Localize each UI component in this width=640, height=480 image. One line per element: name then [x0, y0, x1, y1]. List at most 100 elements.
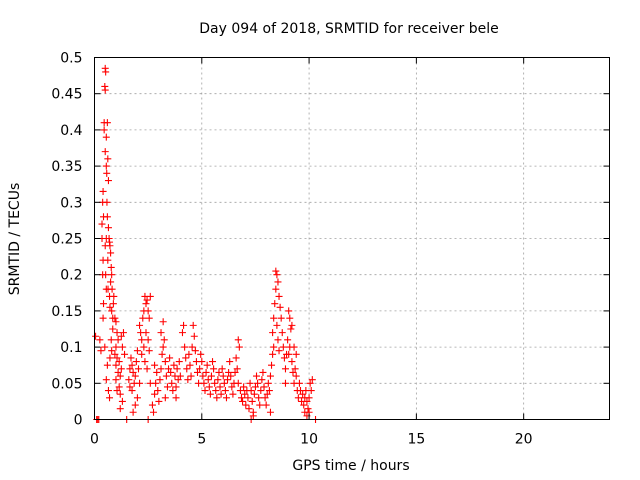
- data-point: [262, 401, 270, 409]
- data-point: [257, 387, 265, 395]
- data-point: [109, 300, 117, 308]
- data-point: [194, 368, 201, 376]
- data-point: [107, 249, 115, 257]
- data-point: [305, 394, 313, 402]
- data-point: [155, 397, 163, 405]
- data-point: [266, 372, 274, 380]
- data-point: [148, 401, 156, 409]
- data-point: [219, 372, 227, 380]
- x-tick-label: 20: [515, 432, 533, 448]
- data-point: [204, 376, 212, 384]
- data-point: [129, 408, 137, 416]
- data-point: [228, 383, 236, 391]
- data-point: [272, 285, 280, 293]
- data-points: [92, 64, 320, 423]
- data-point: [101, 343, 109, 351]
- data-point: [289, 368, 297, 376]
- data-point: [106, 354, 114, 362]
- data-point: [117, 332, 125, 340]
- data-point: [114, 368, 122, 376]
- data-point: [266, 408, 274, 416]
- y-tick-label: 0.45: [51, 87, 82, 103]
- data-point: [186, 361, 194, 369]
- data-point: [100, 126, 108, 134]
- data-point: [101, 148, 109, 156]
- data-point: [232, 354, 240, 362]
- data-point: [96, 336, 104, 344]
- data-point: [167, 368, 175, 376]
- data-point: [249, 412, 257, 420]
- data-point: [116, 390, 124, 398]
- data-point: [168, 379, 176, 387]
- data-point: [201, 387, 209, 395]
- data-point: [152, 379, 160, 387]
- data-point: [99, 314, 107, 322]
- data-point: [166, 354, 174, 362]
- y-tick-label: 0.1: [60, 340, 82, 356]
- data-point: [126, 383, 134, 391]
- data-point: [200, 379, 208, 387]
- y-axis-title: SRMTID / TECUs: [7, 183, 23, 296]
- data-point: [273, 321, 281, 329]
- x-tick-label: 10: [300, 432, 318, 448]
- data-point: [256, 401, 264, 409]
- data-point: [290, 343, 298, 351]
- data-point: [226, 358, 234, 366]
- data-point: [103, 213, 111, 221]
- data-point: [119, 329, 127, 337]
- data-point: [218, 365, 226, 373]
- data-point: [144, 307, 152, 315]
- data-point: [132, 358, 140, 366]
- data-point: [176, 372, 184, 380]
- data-point: [251, 383, 259, 391]
- data-point: [161, 394, 169, 402]
- data-point: [98, 220, 106, 228]
- data-point: [154, 387, 162, 395]
- data-point: [140, 343, 148, 351]
- data-point: [264, 379, 272, 387]
- data-point: [99, 187, 107, 195]
- y-tick-label: 0.4: [60, 123, 82, 139]
- data-point: [185, 350, 193, 358]
- data-point: [108, 347, 116, 355]
- data-point: [242, 401, 250, 409]
- data-point: [151, 390, 159, 398]
- data-point: [112, 361, 120, 369]
- data-point: [268, 361, 276, 369]
- data-point: [263, 390, 271, 398]
- data-point: [118, 343, 126, 351]
- data-point: [108, 307, 116, 315]
- data-point: [113, 387, 121, 395]
- data-point: [157, 365, 165, 373]
- data-point: [138, 350, 146, 358]
- data-point: [172, 383, 180, 391]
- data-point: [231, 368, 239, 376]
- data-point: [133, 394, 141, 402]
- data-point: [196, 365, 204, 373]
- data-point: [145, 314, 153, 322]
- data-point: [300, 401, 308, 409]
- data-point: [239, 397, 247, 405]
- data-point: [274, 278, 282, 286]
- data-point: [278, 329, 286, 337]
- data-point: [102, 271, 110, 279]
- data-point: [308, 376, 316, 384]
- x-tick-label: 5: [197, 432, 206, 448]
- data-point: [159, 318, 167, 326]
- data-point: [259, 368, 267, 376]
- data-point: [191, 347, 199, 355]
- data-point: [133, 347, 141, 355]
- data-point: [247, 387, 255, 395]
- data-point: [270, 314, 278, 322]
- data-point: [121, 350, 129, 358]
- x-axis: 0 5 10 15 20: [90, 57, 533, 448]
- data-point: [184, 376, 192, 384]
- data-point: [139, 314, 147, 322]
- data-point: [158, 350, 166, 358]
- data-point: [104, 387, 112, 395]
- data-point: [159, 343, 167, 351]
- data-point: [180, 321, 188, 329]
- data-point: [182, 354, 190, 362]
- data-point: [272, 267, 280, 275]
- data-point: [254, 379, 262, 387]
